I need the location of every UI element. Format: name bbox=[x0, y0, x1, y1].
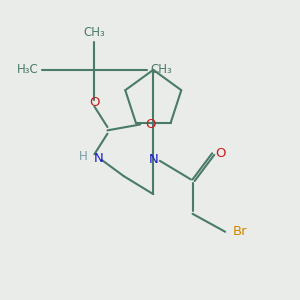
Text: N: N bbox=[148, 153, 158, 166]
Text: H: H bbox=[79, 150, 88, 163]
Text: O: O bbox=[89, 96, 100, 109]
Text: H₃C: H₃C bbox=[17, 63, 39, 76]
Text: N: N bbox=[93, 152, 103, 165]
Text: O: O bbox=[146, 118, 156, 131]
Text: O: O bbox=[215, 147, 226, 160]
Text: CH₃: CH₃ bbox=[83, 26, 105, 39]
Text: Br: Br bbox=[232, 225, 247, 238]
Text: CH₃: CH₃ bbox=[150, 63, 172, 76]
